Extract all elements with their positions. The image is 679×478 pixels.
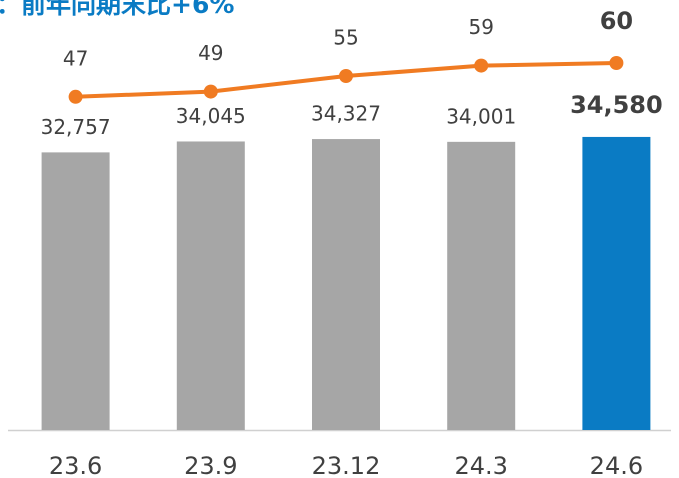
bar-value-label: 34,001 xyxy=(446,104,516,128)
line-point xyxy=(474,58,489,73)
line-value-label: 60 xyxy=(600,7,633,35)
bar xyxy=(41,152,110,430)
x-tick-label: 24.3 xyxy=(454,452,507,478)
bar-value-label: 34,045 xyxy=(176,104,246,128)
line-point xyxy=(203,84,218,99)
x-tick-label: 23.6 xyxy=(49,452,102,478)
bar-value-label: 32,757 xyxy=(41,115,111,139)
line-point xyxy=(339,69,353,83)
bar xyxy=(312,139,380,430)
bar-value-label: 34,580 xyxy=(570,91,663,119)
bar xyxy=(176,141,245,430)
x-tick-label: 24.6 xyxy=(590,452,643,478)
line-value-label: 49 xyxy=(198,41,223,65)
bar-value-label: 34,327 xyxy=(311,102,381,126)
line-point xyxy=(68,89,83,104)
line-value-label: 55 xyxy=(333,26,358,50)
x-tick-label: 23.12 xyxy=(312,452,381,478)
line-point xyxy=(609,56,624,70)
line-value-label: 59 xyxy=(468,15,493,39)
x-tick-label: 23.9 xyxy=(184,452,237,478)
bar xyxy=(447,141,516,430)
bar xyxy=(582,136,651,430)
line-value-label: 47 xyxy=(63,46,88,70)
chart-title: ：前年同期末比+6% xyxy=(0,0,234,19)
